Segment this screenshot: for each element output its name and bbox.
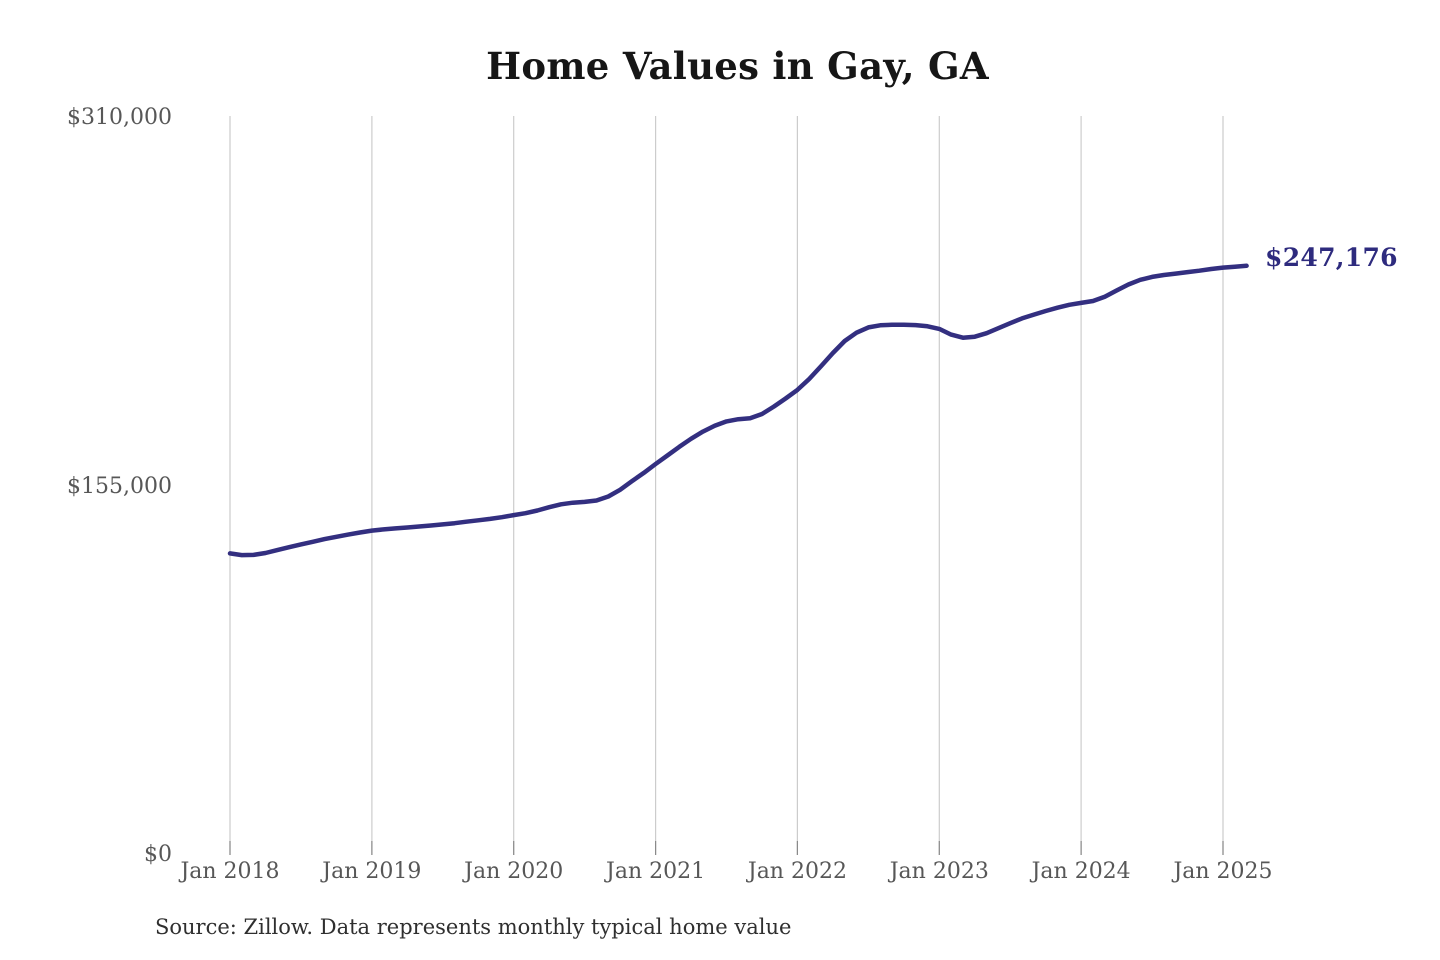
home-value-line <box>227 263 1249 558</box>
y-axis-label-310000: $310,000 <box>67 105 172 130</box>
y-axis-label-155000: $155,000 <box>67 474 172 499</box>
x-axis-label-jan-2025: Jan 2025 <box>1173 859 1273 884</box>
chart-title: Home Values in Gay, GA <box>486 44 989 88</box>
x-axis-label-jan-2020: Jan 2020 <box>464 859 564 884</box>
x-axis-label-jan-2019: Jan 2019 <box>322 859 422 884</box>
source-note: Source: Zillow. Data represents monthly … <box>155 915 792 939</box>
final-value-label: $247,176 <box>1265 243 1398 272</box>
x-axis-label-jan-2018: Jan 2018 <box>180 859 280 884</box>
x-axis-label-jan-2021: Jan 2021 <box>606 859 706 884</box>
y-axis-label-0: $0 <box>144 842 172 867</box>
x-axis-label-jan-2022: Jan 2022 <box>747 859 847 884</box>
x-axis-label-jan-2023: Jan 2023 <box>889 859 989 884</box>
x-axis-label-jan-2024: Jan 2024 <box>1031 859 1131 884</box>
